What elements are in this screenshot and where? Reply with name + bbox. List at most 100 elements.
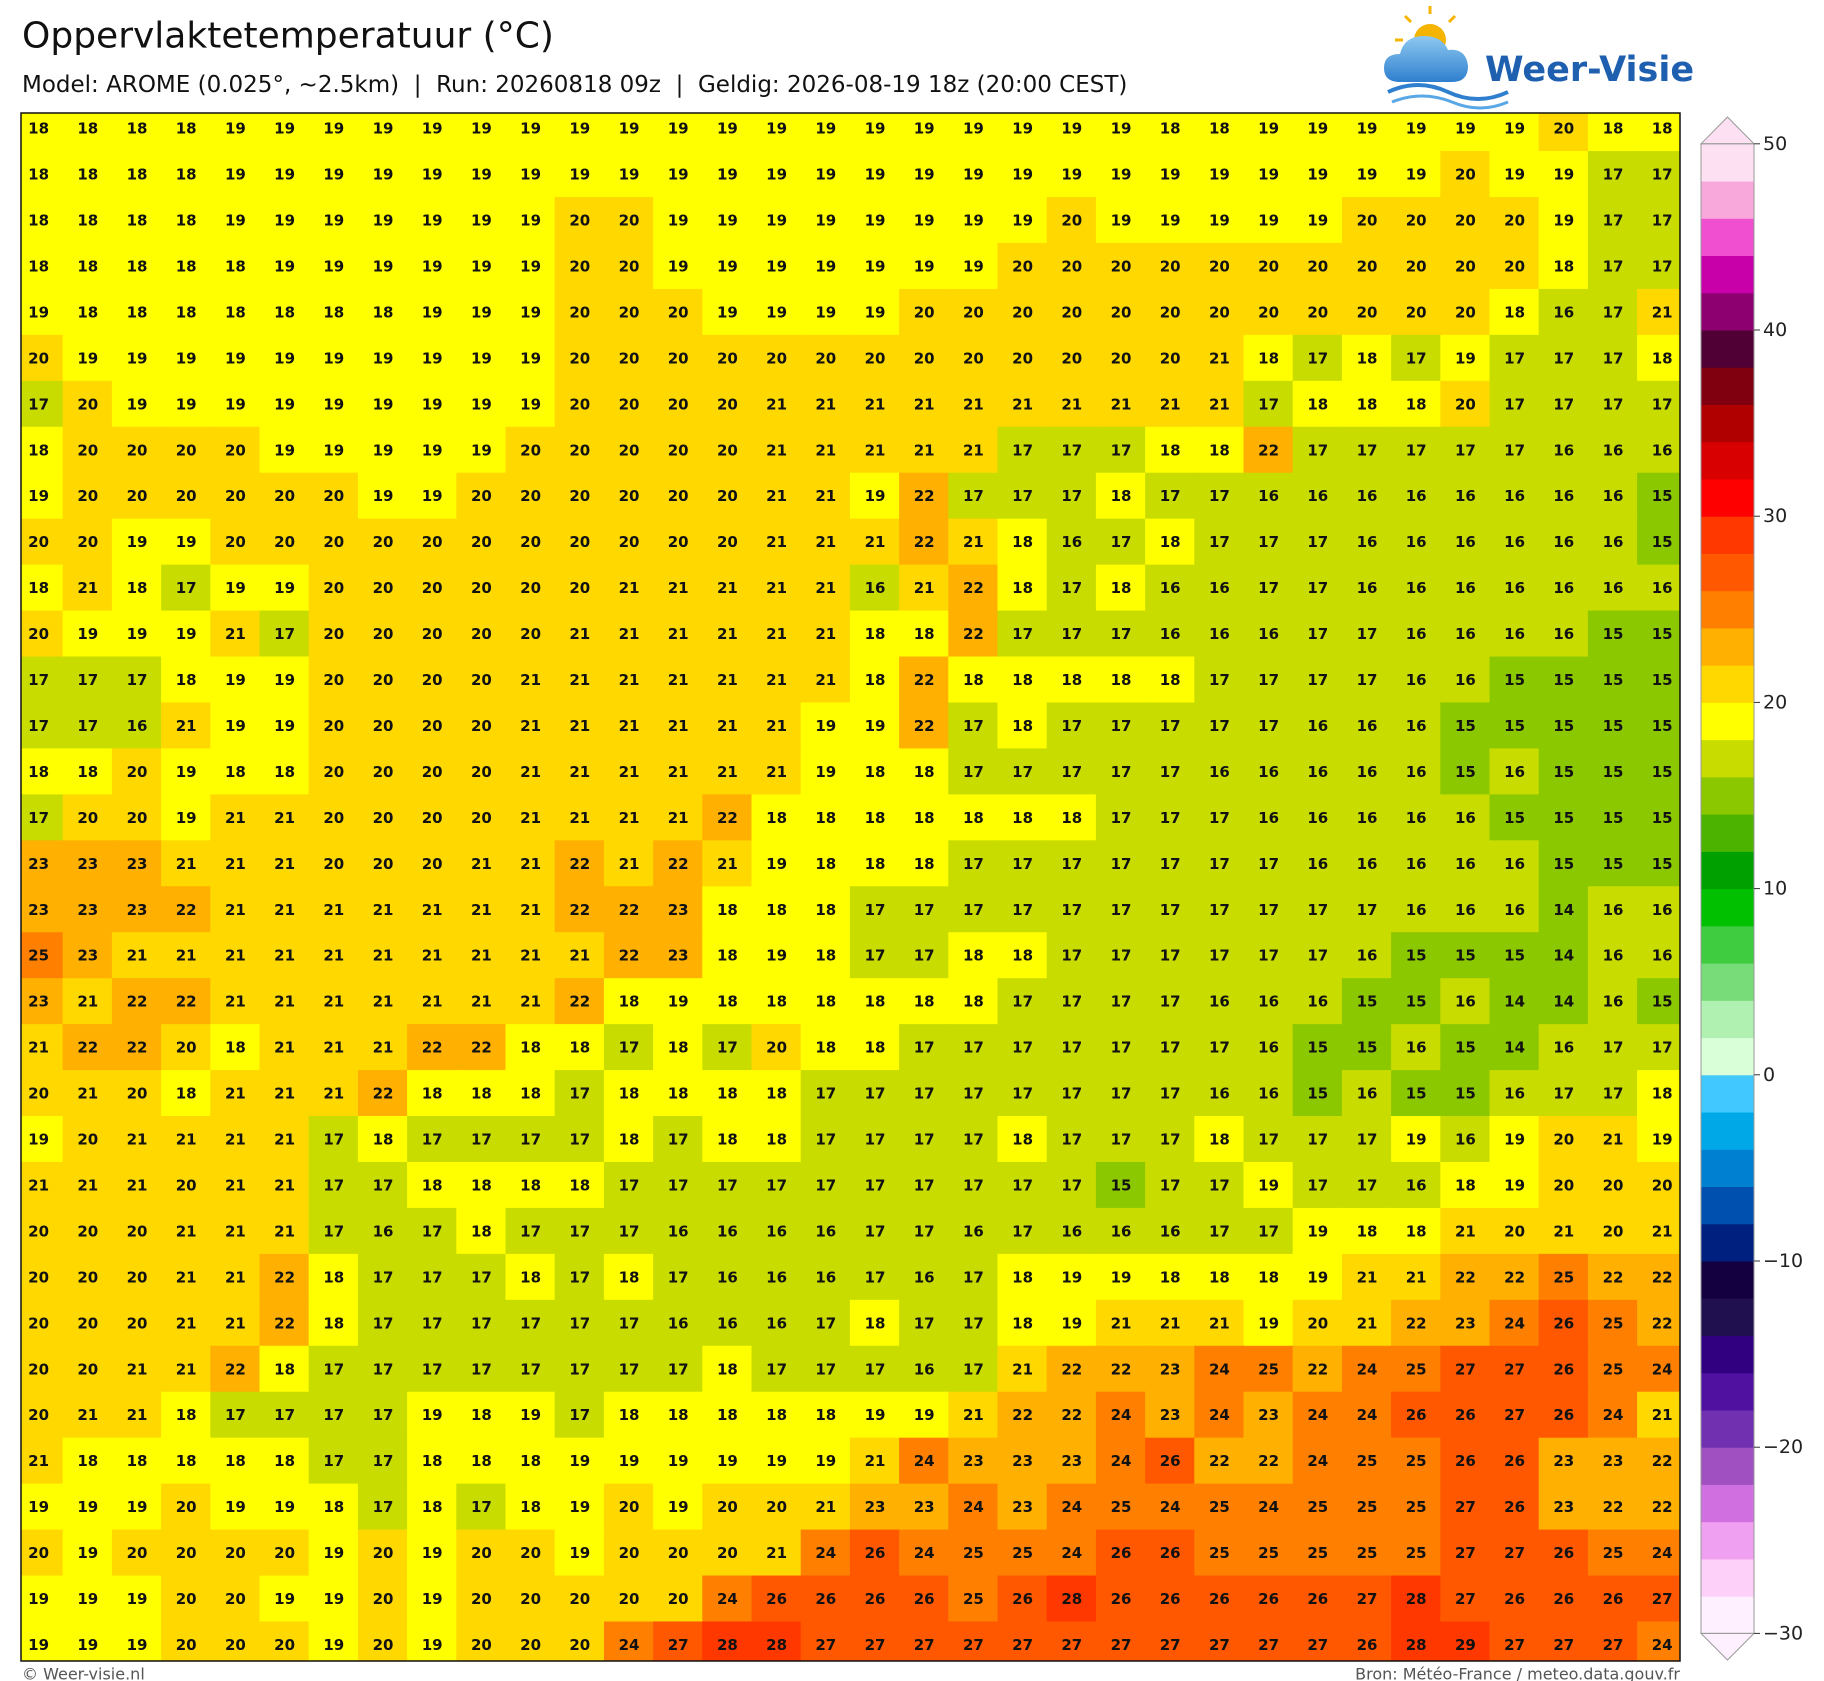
temperature-label: 20 [619,257,640,275]
temperature-label: 22 [963,625,984,643]
temperature-label: 17 [422,1314,443,1332]
temperature-label: 21 [569,947,590,965]
temperature-label: 17 [422,1268,443,1286]
temperature-cell [1095,242,1147,290]
temperature-cell [308,380,359,428]
temperature-label: 26 [1111,1590,1132,1608]
temperature-cell [1243,1116,1294,1163]
temperature-cell [21,1483,64,1531]
temperature-label: 18 [520,1268,541,1286]
color-band [1701,963,1754,1001]
temperature-label: 22 [569,993,590,1011]
temperature-label: 15 [1357,993,1378,1011]
temperature-cell [751,1299,802,1347]
temperature-label: 15 [1652,855,1673,873]
temperature-cell [308,1207,359,1255]
temperature-label: 19 [1307,1222,1328,1240]
temperature-label: 18 [1455,1176,1476,1194]
temperature-label: 21 [28,1039,49,1057]
temperature-cell [1145,1299,1196,1347]
temperature-cell [1637,1070,1680,1118]
temperature-cell [407,472,458,520]
temperature-cell [210,886,261,934]
colorbar-tick-label: 30 [1763,505,1787,527]
temperature-label: 17 [865,1176,886,1194]
temperature-label: 17 [1061,993,1082,1011]
temperature-cell [21,978,64,1026]
temperature-cell [1194,380,1245,428]
temperature-label: 22 [1603,1498,1624,1516]
temperature-label: 21 [520,855,541,873]
temperature-label: 20 [422,533,443,551]
temperature-cell [259,978,310,1026]
temperature-label: 19 [668,1452,689,1470]
colorbar-tick-label: 50 [1763,133,1787,155]
temperature-cell [603,1253,655,1301]
temperature-cell [1292,1621,1343,1661]
temperature-cell [849,702,901,750]
temperature-cell [1637,1483,1680,1531]
temperature-cell [554,1483,605,1531]
temperature-cell [1194,748,1245,796]
temperature-label: 20 [766,349,787,367]
temperature-label: 26 [1307,1590,1328,1608]
temperature-label: 22 [1603,1268,1624,1286]
temperature-cell [308,1575,359,1623]
temperature-cell [62,932,113,980]
temperature-label: 19 [225,717,246,735]
temperature-cell [505,1299,556,1347]
temperature-label: 15 [1652,533,1673,551]
temperature-cell [1243,113,1294,153]
temperature-cell [554,288,605,336]
temperature-label: 24 [1160,1498,1181,1516]
temperature-label: 20 [127,1085,148,1103]
temperature-label: 20 [373,671,394,689]
temperature-label: 19 [914,212,935,230]
temperature-cell [308,978,359,1026]
temperature-label: 21 [766,671,787,689]
temperature-cell [505,702,556,750]
temperature-cell [653,978,704,1026]
temperature-cell [603,1345,655,1393]
temperature-cell [751,886,802,934]
temperature-label: 19 [1357,166,1378,184]
temperature-cell [1292,610,1343,658]
temperature-label: 20 [1209,303,1230,321]
temperature-cell [554,472,605,520]
temperature-label: 16 [1652,947,1673,965]
temperature-cell [456,1529,507,1577]
temperature-cell [62,288,113,336]
temperature-cell [1341,334,1393,382]
temperature-label: 17 [717,1039,738,1057]
temperature-label: 19 [766,303,787,321]
temperature-label: 16 [1603,579,1624,597]
temperature-cell [1145,1529,1196,1577]
temperature-cell [1391,151,1442,199]
temperature-label: 19 [373,395,394,413]
colorbar-tick-label: −20 [1763,1436,1803,1458]
temperature-cell [849,113,901,153]
temperature-label: 16 [1307,993,1328,1011]
temperature-label: 20 [717,441,738,459]
temperature-label: 19 [865,257,886,275]
temperature-label: 21 [668,717,689,735]
temperature-label: 23 [77,901,98,919]
logo-text: Weer-Visie [1485,50,1694,90]
temperature-cell [1046,840,1097,888]
temperature-label: 19 [176,395,197,413]
temperature-label: 20 [373,1590,394,1608]
temperature-label: 17 [1111,717,1132,735]
temperature-cell [1538,288,1589,336]
temperature-cell [161,380,212,428]
temperature-cell [505,1207,556,1255]
temperature-label: 19 [225,1498,246,1516]
temperature-cell [1095,113,1147,153]
temperature-label: 21 [619,625,640,643]
temperature-label: 17 [1012,487,1033,505]
temperature-cell [800,1391,851,1439]
temperature-cell [456,1483,507,1531]
temperature-cell [1341,1483,1393,1531]
temperature-label: 26 [1553,1360,1574,1378]
temperature-label: 19 [963,166,984,184]
temperature-cell [111,1207,163,1255]
